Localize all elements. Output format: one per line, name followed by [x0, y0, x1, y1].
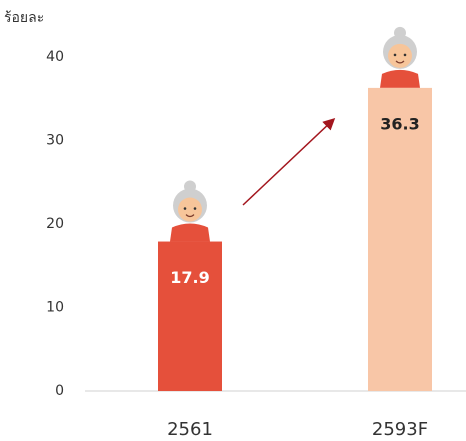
bun — [394, 27, 406, 39]
face — [178, 198, 202, 222]
eye — [394, 54, 397, 57]
x-tick-label: 2593F — [372, 419, 428, 440]
y-tick-label: 10 — [46, 300, 64, 316]
grandma-icon — [380, 27, 420, 88]
eye — [184, 207, 187, 210]
dress — [380, 70, 420, 88]
bar — [158, 242, 222, 391]
x-tick-label: 2561 — [167, 419, 213, 440]
y-tick-label: 40 — [46, 49, 64, 65]
trend-arrow — [243, 120, 333, 205]
bun — [184, 181, 196, 193]
value-label: 17.9 — [170, 268, 209, 287]
eye — [404, 54, 407, 57]
y-tick-label: 20 — [46, 216, 64, 232]
dress — [170, 224, 210, 242]
eye — [194, 207, 197, 210]
grandma-icon — [170, 181, 210, 242]
face — [388, 44, 412, 68]
chart: ร้อยละ 0 10 20 30 40 2561 17.9 2593F 36.3 — [0, 0, 466, 441]
y-tick-label: 0 — [55, 383, 64, 399]
y-axis-title: ร้อยละ — [4, 10, 44, 26]
y-tick-label: 30 — [46, 133, 64, 149]
value-label: 36.3 — [380, 114, 419, 133]
